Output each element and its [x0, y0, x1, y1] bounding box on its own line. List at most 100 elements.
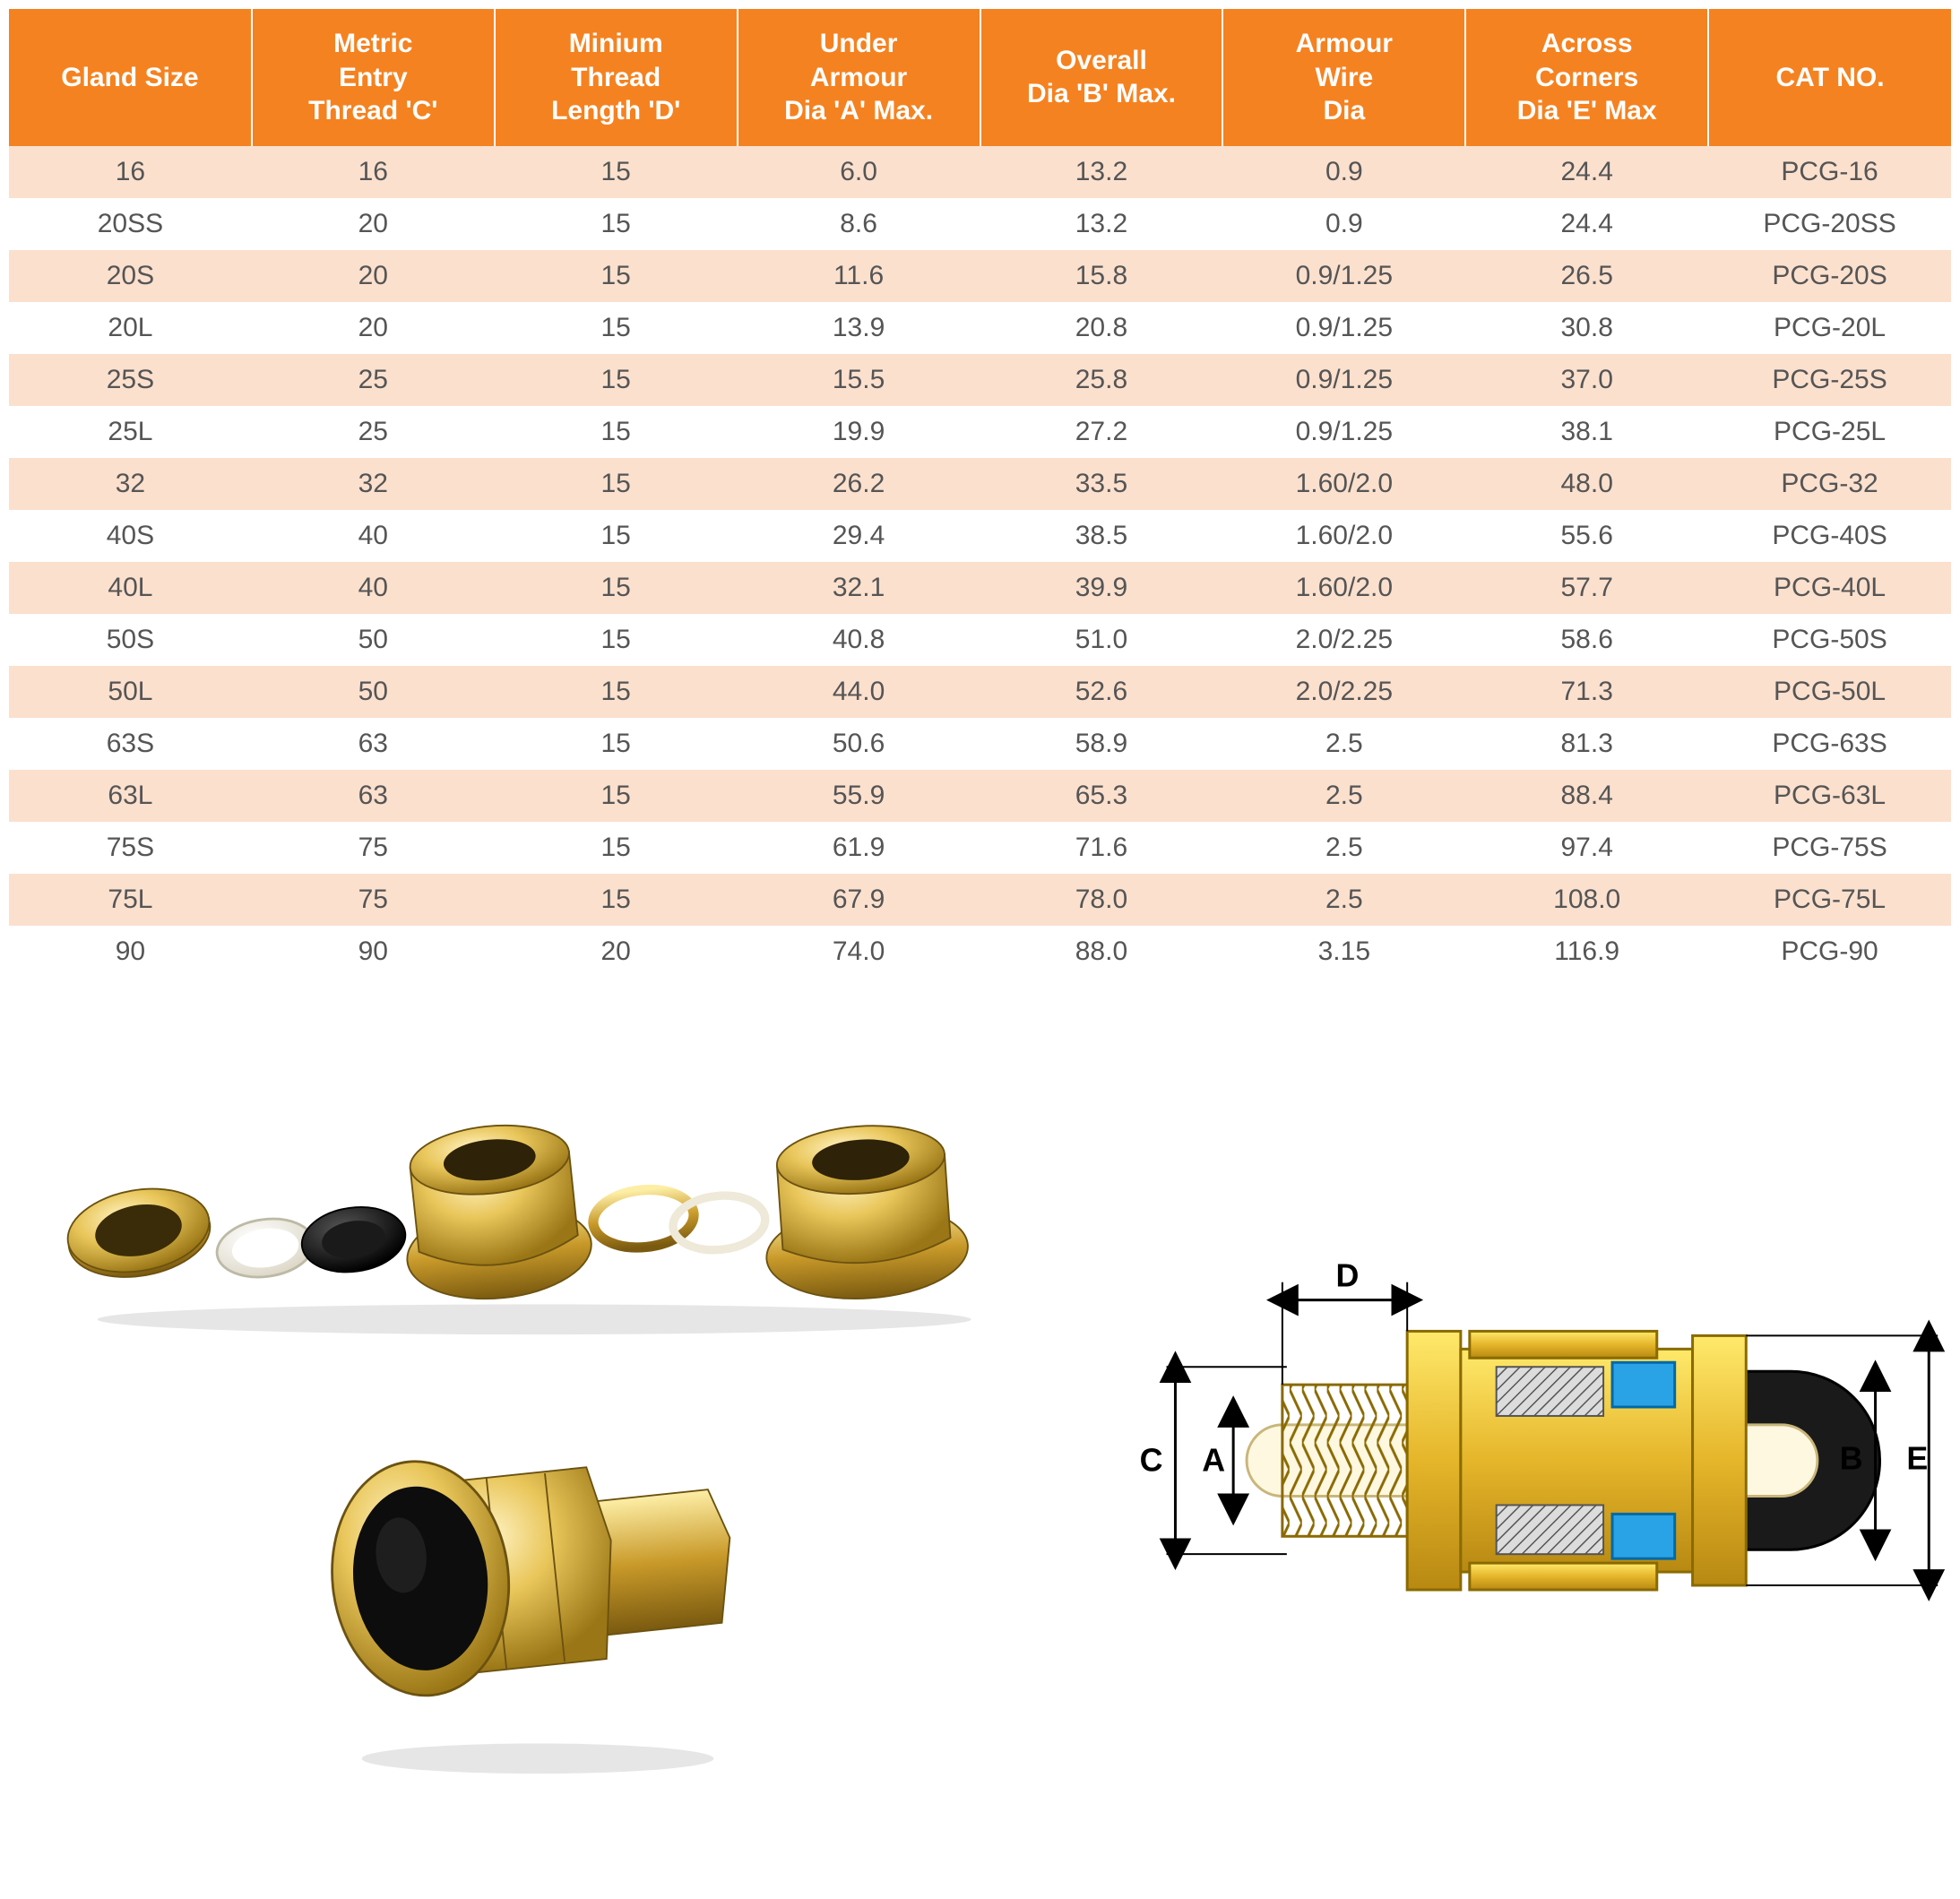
table-cell: 25	[252, 406, 495, 458]
table-cell: 74.0	[738, 926, 980, 978]
table-cell: 29.4	[738, 510, 980, 562]
brass-exploded-svg	[27, 1067, 1041, 1336]
table-cell: PCG-25L	[1708, 406, 1951, 458]
table-cell: 0.9	[1222, 146, 1465, 198]
table-cell: 15	[495, 822, 738, 874]
table-row: 50L501544.052.62.0/2.2571.3PCG-50L	[9, 666, 1951, 718]
table-cell: 71.3	[1465, 666, 1708, 718]
table-cell: 20.8	[980, 302, 1223, 354]
table-cell: 15	[495, 718, 738, 770]
table-cell: 15	[495, 562, 738, 614]
table-cell: 3.15	[1222, 926, 1465, 978]
table-row: 75L751567.978.02.5108.0PCG-75L	[9, 874, 1951, 926]
table-cell: 58.6	[1465, 614, 1708, 666]
col-header-0: Gland Size	[9, 9, 252, 146]
table-cell: 6.0	[738, 146, 980, 198]
table-row: 90902074.088.03.15116.9PCG-90	[9, 926, 1951, 978]
table-row: 20L201513.920.80.9/1.2530.8PCG-20L	[9, 302, 1951, 354]
table-row: 50S501540.851.02.0/2.2558.6PCG-50S	[9, 614, 1951, 666]
table-row: 63S631550.658.92.581.3PCG-63S	[9, 718, 1951, 770]
table-cell: 2.5	[1222, 874, 1465, 926]
table-row: 20S201511.615.80.9/1.2526.5PCG-20S	[9, 250, 1951, 302]
table-cell: 15.8	[980, 250, 1223, 302]
table-cell: 1.60/2.0	[1222, 562, 1465, 614]
table-cell: 15	[495, 354, 738, 406]
table-cell: 20	[252, 302, 495, 354]
table-cell: 20	[495, 926, 738, 978]
table-cell: 90	[9, 926, 252, 978]
table-cell: 15	[495, 146, 738, 198]
spec-table: Gland SizeMetricEntryThread 'C'MiniumThr…	[9, 9, 1951, 978]
table-cell: 0.9/1.25	[1222, 250, 1465, 302]
table-cell: 16	[252, 146, 495, 198]
table-cell: 20S	[9, 250, 252, 302]
table-row: 32321526.233.51.60/2.048.0PCG-32	[9, 458, 1951, 510]
col-header-3: UnderArmourDia 'A' Max.	[738, 9, 980, 146]
table-row: 40S401529.438.51.60/2.055.6PCG-40S	[9, 510, 1951, 562]
table-cell: 15	[495, 614, 738, 666]
brass-photo-area	[9, 1014, 1077, 1820]
dim-label-b: B	[1840, 1440, 1863, 1476]
table-cell: 40	[252, 510, 495, 562]
table-cell: 20L	[9, 302, 252, 354]
table-cell: 75	[252, 822, 495, 874]
page-root: Gland SizeMetricEntryThread 'C'MiniumThr…	[9, 9, 1951, 1820]
table-cell: PCG-40L	[1708, 562, 1951, 614]
table-cell: PCG-25S	[1708, 354, 1951, 406]
table-cell: 11.6	[738, 250, 980, 302]
table-cell: 67.9	[738, 874, 980, 926]
table-cell: PCG-40S	[1708, 510, 1951, 562]
illustration-row: D C A B E	[9, 1014, 1951, 1820]
table-cell: 88.4	[1465, 770, 1708, 822]
table-cell: 13.2	[980, 146, 1223, 198]
table-cell: 15	[495, 302, 738, 354]
table-cell: 52.6	[980, 666, 1223, 718]
table-cell: 2.0/2.25	[1222, 666, 1465, 718]
table-cell: PCG-50L	[1708, 666, 1951, 718]
table-cell: 15	[495, 666, 738, 718]
table-cell: PCG-63L	[1708, 770, 1951, 822]
technical-diagram-svg: D C A B E	[1077, 1229, 1951, 1657]
table-cell: 50	[252, 614, 495, 666]
table-cell: 15	[495, 406, 738, 458]
table-cell: 39.9	[980, 562, 1223, 614]
table-cell: 55.9	[738, 770, 980, 822]
table-cell: 20SS	[9, 198, 252, 250]
technical-diagram-area: D C A B E	[1077, 1014, 1951, 1820]
table-cell: 44.0	[738, 666, 980, 718]
table-cell: 2.5	[1222, 822, 1465, 874]
table-cell: 63L	[9, 770, 252, 822]
table-cell: 116.9	[1465, 926, 1708, 978]
table-cell: PCG-90	[1708, 926, 1951, 978]
table-cell: 15	[495, 510, 738, 562]
spec-table-head: Gland SizeMetricEntryThread 'C'MiniumThr…	[9, 9, 1951, 146]
table-cell: 33.5	[980, 458, 1223, 510]
table-cell: 50S	[9, 614, 252, 666]
table-cell: PCG-16	[1708, 146, 1951, 198]
table-cell: 48.0	[1465, 458, 1708, 510]
table-cell: 15.5	[738, 354, 980, 406]
table-row: 75S751561.971.62.597.4PCG-75S	[9, 822, 1951, 874]
brass-assembled-svg	[323, 1390, 753, 1775]
table-cell: 30.8	[1465, 302, 1708, 354]
table-cell: 0.9/1.25	[1222, 354, 1465, 406]
table-cell: 50.6	[738, 718, 980, 770]
table-cell: 37.0	[1465, 354, 1708, 406]
table-cell: 32	[252, 458, 495, 510]
table-cell: 81.3	[1465, 718, 1708, 770]
table-cell: 55.6	[1465, 510, 1708, 562]
table-cell: 15	[495, 770, 738, 822]
table-cell: 90	[252, 926, 495, 978]
table-cell: 15	[495, 874, 738, 926]
col-header-2: MiniumThreadLength 'D'	[495, 9, 738, 146]
table-cell: 20	[252, 198, 495, 250]
table-cell: 26.2	[738, 458, 980, 510]
table-cell: 15	[495, 198, 738, 250]
col-header-6: AcrossCornersDia 'E' Max	[1465, 9, 1708, 146]
table-cell: 15	[495, 250, 738, 302]
col-header-7: CAT NO.	[1708, 9, 1951, 146]
table-cell: 63S	[9, 718, 252, 770]
dim-label-e: E	[1906, 1440, 1928, 1476]
table-cell: 40	[252, 562, 495, 614]
table-cell: 25	[252, 354, 495, 406]
